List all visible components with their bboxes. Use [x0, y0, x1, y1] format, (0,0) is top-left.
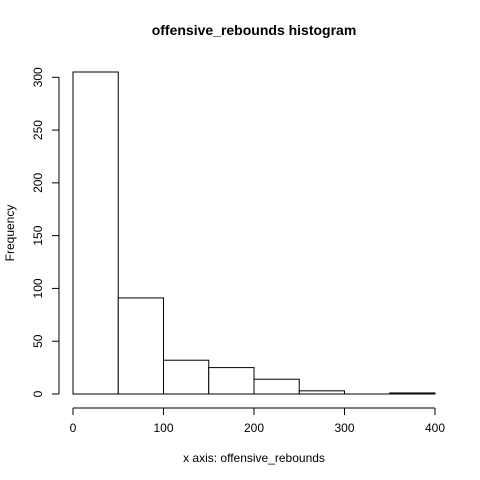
y-axis: 0 50 100 150 200 250 300 [31, 67, 60, 397]
histogram-bar-7 [389, 392, 436, 395]
y-tick-label-2: 100 [31, 278, 45, 298]
y-tick-label-6: 300 [31, 67, 45, 87]
histogram-bar-5 [298, 390, 345, 395]
y-tick-label-0: 0 [31, 390, 45, 397]
y-tick-label-1: 50 [31, 334, 45, 348]
y-tick-label-3: 150 [31, 225, 45, 245]
histogram-bar-4 [253, 378, 300, 395]
x-axis-label: x axis: offensive_rebounds [183, 451, 325, 465]
x-tick-label-3: 300 [334, 421, 354, 435]
bars-group [72, 71, 436, 395]
y-tick-label-5: 250 [31, 120, 45, 140]
x-axis: 0 100 200 300 400 [70, 407, 445, 435]
histogram-bar-0 [72, 71, 119, 395]
chart-title: offensive_rebounds histogram [152, 22, 357, 38]
histogram-bar-2 [163, 359, 210, 395]
y-tick-label-4: 200 [31, 173, 45, 193]
x-tick-label-4: 400 [425, 421, 445, 435]
y-axis-label: Frequency [3, 205, 17, 262]
histogram-bar-1 [117, 297, 164, 395]
x-tick-label-1: 100 [153, 421, 173, 435]
x-tick-label-0: 0 [70, 421, 77, 435]
histogram-bar-3 [208, 367, 255, 395]
x-tick-label-2: 200 [244, 421, 264, 435]
